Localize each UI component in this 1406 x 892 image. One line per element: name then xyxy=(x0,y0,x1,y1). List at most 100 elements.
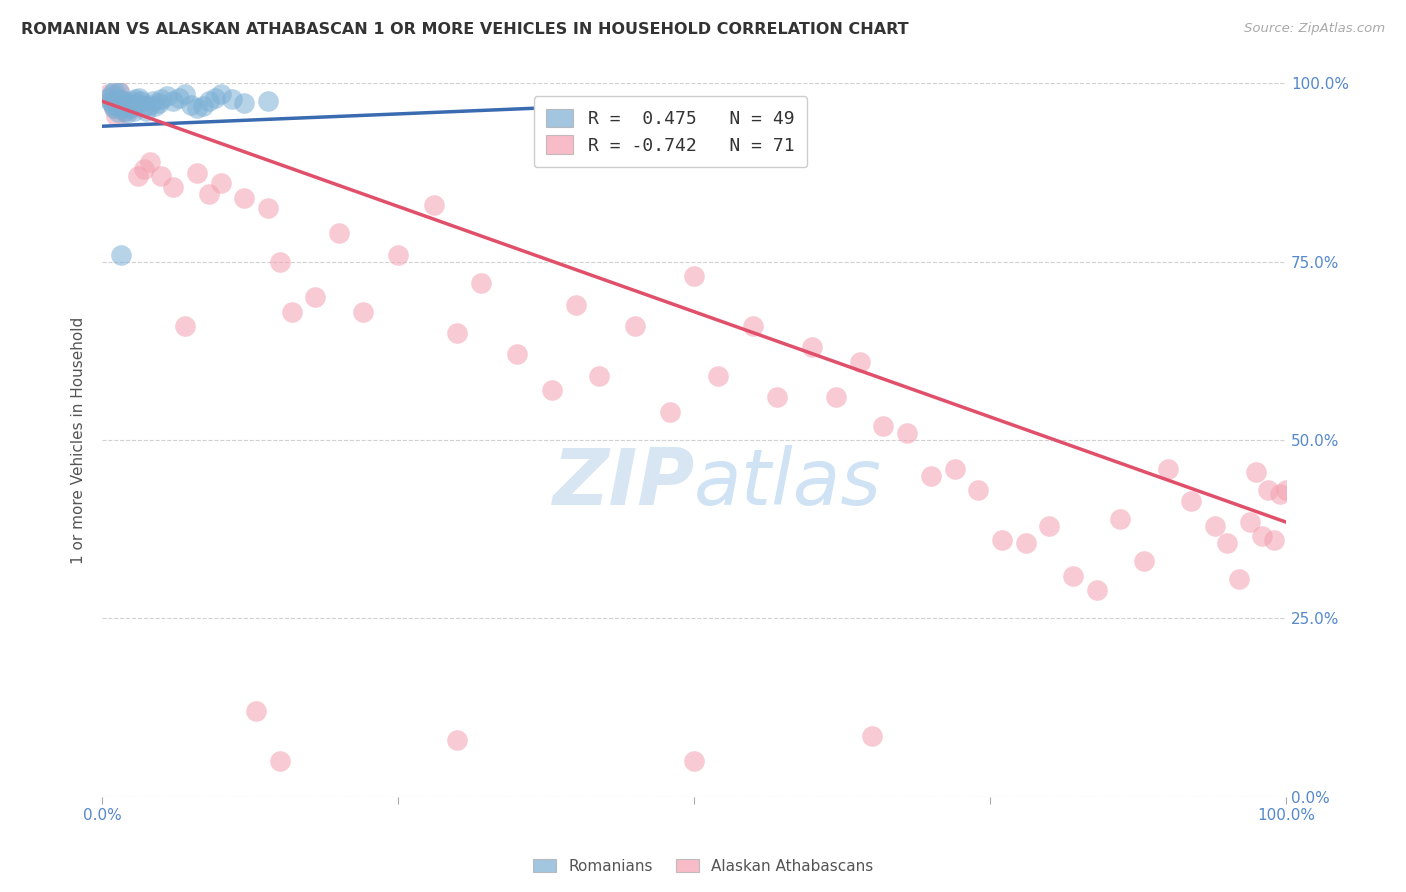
Point xyxy=(1204,518,1226,533)
Point xyxy=(127,169,149,183)
Point xyxy=(186,165,208,179)
Point xyxy=(105,109,128,123)
Point xyxy=(943,461,966,475)
Point xyxy=(1216,536,1239,550)
Point xyxy=(269,754,291,768)
Y-axis label: 1 or more Vehicles in Household: 1 or more Vehicles in Household xyxy=(72,317,86,564)
Point xyxy=(121,95,143,109)
Point xyxy=(150,169,173,183)
Point xyxy=(541,383,564,397)
Point xyxy=(97,87,120,102)
Point xyxy=(659,404,682,418)
Point xyxy=(422,197,444,211)
Point xyxy=(245,704,267,718)
Point xyxy=(1109,511,1132,525)
Point xyxy=(97,91,120,105)
Point xyxy=(1062,568,1084,582)
Point xyxy=(132,99,155,113)
Point xyxy=(100,87,122,102)
Point xyxy=(564,297,586,311)
Point xyxy=(1263,533,1285,547)
Point xyxy=(280,304,302,318)
Point xyxy=(683,268,706,283)
Point xyxy=(122,103,145,118)
Point xyxy=(103,102,125,116)
Point xyxy=(204,91,226,105)
Point xyxy=(1133,554,1156,568)
Point xyxy=(257,201,280,215)
Point xyxy=(233,96,256,111)
Point xyxy=(112,95,135,109)
Point xyxy=(1156,461,1178,475)
Point xyxy=(896,425,918,440)
Point xyxy=(505,347,527,361)
Point xyxy=(1014,536,1036,550)
Point xyxy=(112,105,135,120)
Point xyxy=(872,418,894,433)
Point xyxy=(128,91,150,105)
Point xyxy=(174,318,197,333)
Point xyxy=(167,91,190,105)
Point xyxy=(101,98,124,112)
Point xyxy=(191,99,214,113)
Point xyxy=(162,179,184,194)
Point xyxy=(118,102,141,116)
Point xyxy=(148,96,170,111)
Point xyxy=(186,102,208,116)
Point xyxy=(1246,465,1268,479)
Point xyxy=(142,95,165,109)
Point xyxy=(1085,582,1108,597)
Point xyxy=(706,368,728,383)
Point xyxy=(221,92,243,106)
Point xyxy=(174,87,197,102)
Point xyxy=(304,290,326,304)
Point xyxy=(967,483,990,497)
Point xyxy=(110,102,132,116)
Point xyxy=(120,98,142,112)
Point xyxy=(111,98,134,112)
Point xyxy=(100,95,122,109)
Point xyxy=(127,96,149,111)
Point xyxy=(138,154,160,169)
Point xyxy=(766,390,789,404)
Point xyxy=(257,95,280,109)
Point xyxy=(124,92,146,106)
Point xyxy=(145,99,167,113)
Point xyxy=(233,190,256,204)
Point xyxy=(742,318,765,333)
Point xyxy=(115,98,138,112)
Point xyxy=(100,95,122,109)
Point xyxy=(162,95,184,109)
Point xyxy=(849,354,872,368)
Point xyxy=(135,103,157,118)
Point xyxy=(825,390,848,404)
Point xyxy=(1239,515,1261,529)
Legend: R =  0.475   N = 49, R = -0.742   N = 71: R = 0.475 N = 49, R = -0.742 N = 71 xyxy=(534,96,807,167)
Point xyxy=(105,99,128,113)
Point xyxy=(1038,518,1060,533)
Point xyxy=(328,226,350,240)
Text: ROMANIAN VS ALASKAN ATHABASCAN 1 OR MORE VEHICLES IN HOUSEHOLD CORRELATION CHART: ROMANIAN VS ALASKAN ATHABASCAN 1 OR MORE… xyxy=(21,22,908,37)
Point xyxy=(352,304,374,318)
Point xyxy=(107,105,129,120)
Point xyxy=(132,161,155,176)
Point xyxy=(1275,483,1298,497)
Point xyxy=(115,106,138,120)
Point xyxy=(197,95,219,109)
Point xyxy=(107,84,129,98)
Text: ZIP: ZIP xyxy=(551,445,695,521)
Point xyxy=(1257,483,1279,497)
Point xyxy=(209,176,232,190)
Point xyxy=(138,98,160,112)
Point xyxy=(446,732,468,747)
Point xyxy=(920,468,942,483)
Point xyxy=(107,85,129,99)
Point xyxy=(209,87,232,102)
Text: atlas: atlas xyxy=(695,445,882,521)
Point xyxy=(801,340,824,354)
Point xyxy=(103,102,125,116)
Point xyxy=(470,276,492,290)
Point xyxy=(114,103,136,118)
Point xyxy=(121,102,143,116)
Point xyxy=(115,99,138,113)
